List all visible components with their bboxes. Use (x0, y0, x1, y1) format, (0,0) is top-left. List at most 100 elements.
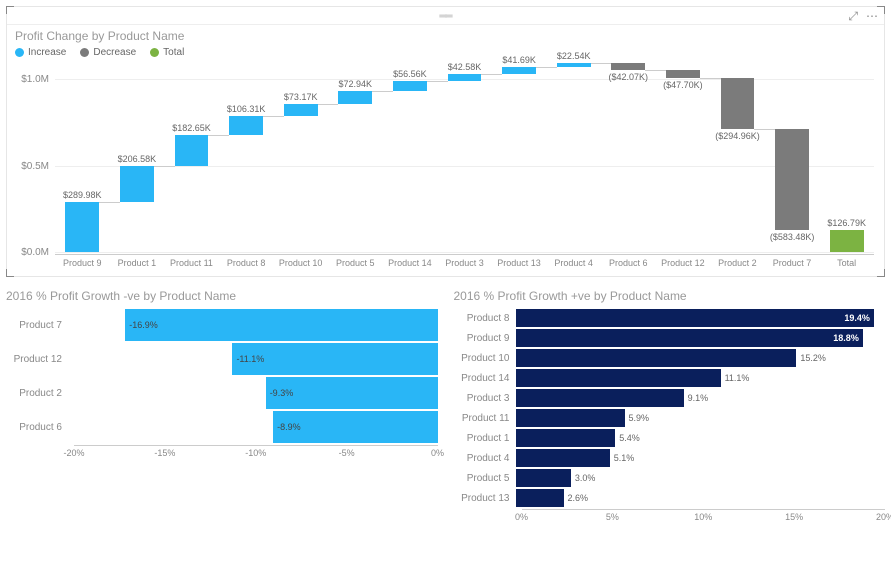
waterfall-bar[interactable] (502, 67, 536, 74)
waterfall-bar-label: $126.79K (827, 218, 866, 228)
waterfall-bar[interactable] (338, 91, 372, 104)
waterfall-bar[interactable] (721, 78, 755, 129)
waterfall-bar-label: ($294.96K) (715, 131, 760, 141)
waterfall-bar-label: ($47.70K) (663, 80, 703, 90)
x-tick-label: -5% (339, 448, 355, 458)
y-tick-label: $0.5M (9, 161, 49, 172)
waterfall-bar[interactable] (65, 202, 99, 252)
hbar-track: -9.3% (68, 377, 438, 409)
waterfall-bar[interactable] (830, 230, 864, 252)
hbar-category: Product 8 (454, 313, 516, 324)
waterfall-bar[interactable] (666, 70, 700, 78)
waterfall-bar[interactable] (229, 116, 263, 134)
legend-decrease[interactable]: Decrease (80, 47, 136, 58)
hbar-fill[interactable] (516, 389, 684, 407)
waterfall-plot: $0.0M$0.5M$1.0M$289.98K$206.58K$182.65K$… (55, 62, 874, 252)
hbar-row: Product 7-16.9% (6, 309, 438, 341)
hbar-track: -16.9% (68, 309, 438, 341)
x-tick-label: Product 1 (110, 255, 165, 268)
neg-growth-panel: 2016 % Profit Growth -ve by Product Name… (6, 289, 438, 525)
hbar-category: Product 1 (454, 433, 516, 444)
hbar-fill[interactable] (516, 409, 625, 427)
hbar-category: Product 11 (454, 413, 516, 424)
y-tick-label: $0.0M (9, 247, 49, 258)
waterfall-bar-label: $72.94K (339, 79, 373, 89)
waterfall-bar[interactable] (448, 74, 482, 81)
waterfall-bar-label: $182.65K (172, 123, 211, 133)
hbar-row: Product 15.4% (454, 429, 886, 447)
hbar-fill[interactable] (516, 429, 616, 447)
hbar-value-label: 15.2% (796, 353, 826, 363)
hbar-track: 5.1% (516, 449, 886, 467)
hbar-category: Product 4 (454, 453, 516, 464)
waterfall-bar-label: $42.58K (448, 62, 482, 72)
hbar-fill[interactable] (516, 309, 874, 327)
x-tick-label: 0% (515, 512, 528, 522)
hbar-fill[interactable] (125, 309, 437, 341)
neg-growth-title: 2016 % Profit Growth -ve by Product Name (6, 289, 438, 303)
waterfall-bar-label: $73.17K (284, 92, 318, 102)
x-tick-label: Product 8 (219, 255, 274, 268)
x-tick-label: Product 4 (546, 255, 601, 268)
resize-handle-br[interactable] (877, 269, 885, 277)
visual-header: ══ ⤢ ⋯ (7, 7, 884, 25)
hbar-fill[interactable] (516, 489, 564, 507)
x-tick-label: Product 14 (383, 255, 438, 268)
waterfall-bar[interactable] (775, 129, 809, 230)
hbar-fill[interactable] (516, 449, 610, 467)
legend-increase-label: Increase (28, 47, 66, 58)
x-tick-label: Product 10 (273, 255, 328, 268)
hbar-row: Product 6-8.9% (6, 411, 438, 443)
more-options-icon[interactable]: ⋯ (866, 9, 878, 24)
hbar-category: Product 14 (454, 373, 516, 384)
waterfall-bar-label: $41.69K (502, 55, 536, 65)
hbar-row: Product 2-9.3% (6, 377, 438, 409)
hbar-track: 19.4% (516, 309, 886, 327)
waterfall-bar[interactable] (175, 135, 209, 167)
waterfall-bar[interactable] (393, 81, 427, 91)
hbar-fill[interactable] (516, 369, 721, 387)
hbar-row: Product 819.4% (454, 309, 886, 327)
hbar-value-label: 9.1% (684, 393, 709, 403)
waterfall-legend: Increase Decrease Total (7, 47, 884, 62)
waterfall-bar[interactable] (611, 63, 645, 70)
hbar-track: 9.1% (516, 389, 886, 407)
hbar-track: 18.8% (516, 329, 886, 347)
legend-total[interactable]: Total (150, 47, 184, 58)
drag-grip-icon[interactable]: ══ (439, 11, 451, 22)
hbar-value-label: 18.8% (833, 333, 863, 343)
neg-growth-x-axis: -20%-15%-10%-5%0% (74, 445, 438, 461)
waterfall-bar[interactable] (557, 63, 591, 67)
hbar-fill[interactable] (516, 349, 797, 367)
hbar-fill[interactable] (516, 469, 571, 487)
x-tick-label: -10% (245, 448, 266, 458)
hbar-fill[interactable] (516, 329, 863, 347)
waterfall-bar-label: $56.56K (393, 69, 427, 79)
hbar-row: Product 115.9% (454, 409, 886, 427)
x-tick-label: Product 13 (492, 255, 547, 268)
x-tick-label: 0% (431, 448, 444, 458)
hbar-value-label: -8.9% (273, 422, 301, 432)
legend-decrease-label: Decrease (93, 47, 136, 58)
hbar-category: Product 7 (6, 320, 68, 331)
waterfall-bar[interactable] (120, 166, 154, 202)
legend-increase[interactable]: Increase (15, 47, 66, 58)
waterfall-bar-label: $206.58K (118, 154, 157, 164)
resize-handle-bl[interactable] (6, 269, 14, 277)
focus-mode-icon[interactable]: ⤢ (848, 9, 858, 24)
hbar-category: Product 9 (454, 333, 516, 344)
x-tick-label: -20% (63, 448, 84, 458)
neg-growth-chart: Product 7-16.9%Product 12-11.1%Product 2… (6, 309, 438, 443)
hbar-value-label: 3.0% (571, 473, 596, 483)
x-tick-label: Total (819, 255, 874, 268)
pos-growth-panel: 2016 % Profit Growth +ve by Product Name… (454, 289, 886, 525)
pos-growth-title: 2016 % Profit Growth +ve by Product Name (454, 289, 886, 303)
x-tick-label: Product 9 (55, 255, 110, 268)
hbar-row: Product 132.6% (454, 489, 886, 507)
x-tick-label: Product 5 (328, 255, 383, 268)
x-tick-label: Product 6 (601, 255, 656, 268)
hbar-row: Product 39.1% (454, 389, 886, 407)
waterfall-bar-label: $22.54K (557, 51, 591, 61)
waterfall-visual[interactable]: ══ ⤢ ⋯ Profit Change by Product Name Inc… (6, 6, 885, 277)
waterfall-bar[interactable] (284, 104, 318, 117)
